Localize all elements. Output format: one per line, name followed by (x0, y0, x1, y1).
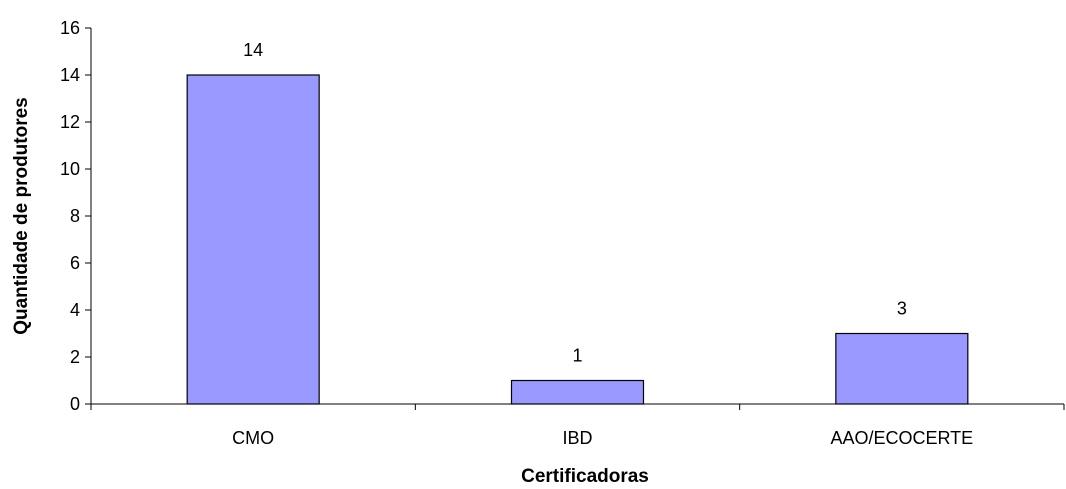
y-axis-title: Quantidade de produtores (11, 97, 32, 335)
y-tick-label: 6 (70, 253, 80, 273)
y-tick-label: 16 (60, 18, 80, 38)
bar-cmo (186, 74, 320, 405)
bar-ibd (510, 379, 645, 405)
data-label: 3 (897, 299, 907, 319)
y-tick-label: 14 (60, 65, 80, 85)
data-label: 14 (243, 40, 263, 60)
data-label: 1 (572, 346, 582, 366)
plot-area: 0 2 4 6 8 10 12 14 16 14 CMO 1 IBD 3 AAO/ECOCERTE (60, 18, 1065, 448)
y-tick-label: 2 (70, 347, 80, 367)
y-tick-label: 0 (70, 394, 80, 414)
x-tick-label: CMO (232, 428, 274, 448)
y-tick-label: 12 (60, 112, 80, 132)
bar-aao-ecocerte (835, 332, 969, 405)
y-tick-label: 8 (70, 206, 80, 226)
y-tick-label: 10 (60, 159, 80, 179)
x-tick-label: AAO/ECOCERTE (830, 428, 973, 448)
y-tick-label: 4 (70, 300, 80, 320)
x-axis-title: Certificadoras (521, 466, 649, 487)
x-tick-label: IBD (562, 428, 592, 448)
